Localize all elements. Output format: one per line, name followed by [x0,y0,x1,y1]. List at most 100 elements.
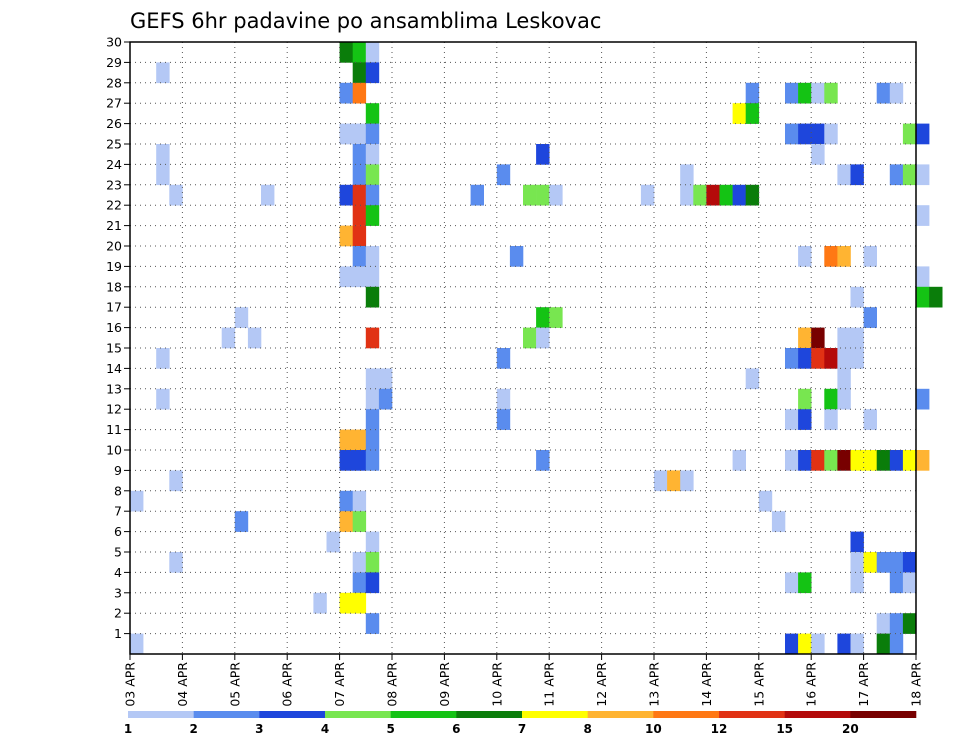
heatmap-cell [811,633,825,655]
heatmap-cell [902,613,917,634]
y-tick-label: 25 [106,137,122,152]
heatmap-cell [745,368,760,390]
heatmap-cell [824,450,838,471]
legend-swatch [259,711,326,718]
heatmap-cell [352,42,367,63]
y-tick-label: 9 [114,463,122,478]
y-tick-label: 3 [114,585,122,600]
heatmap-cell [837,348,851,369]
legend-swatch [587,711,654,718]
y-tick-label: 1 [114,626,122,641]
legend-swatch [390,711,457,718]
heatmap-cell [496,388,511,410]
legend-swatch [456,711,523,718]
heatmap-cell [824,82,838,104]
heatmap-cell [523,327,537,349]
heatmap-cell [234,511,249,532]
heatmap-cell [339,184,353,206]
heatmap-cell [863,450,877,471]
y-tick-label: 7 [114,504,122,519]
x-tick-label: 14 APR [699,662,714,707]
legend-label: 3 [255,722,263,736]
heatmap-cell [798,633,812,655]
heatmap-cell [850,531,864,553]
heatmap-cell [889,572,904,594]
heatmap-cell [365,388,380,410]
heatmap-cell [496,348,511,369]
legend-label: 12 [711,722,728,736]
heatmap-cell [352,62,367,84]
y-tick-label: 15 [106,341,122,356]
legend-swatch [653,711,720,718]
y-tick-label: 6 [114,524,122,539]
heatmap-cell [798,572,812,594]
x-axis-ticks: 03 APR 04 APR 05 APR 06 APR 07 APR 08 APR 09 A… [123,654,924,707]
legend-label: 20 [842,722,859,736]
x-tick-label: 04 APR [175,662,190,707]
y-tick-label: 16 [106,320,122,335]
legend-swatch [719,711,785,718]
heatmap-cell [523,184,537,206]
heatmap-cell [785,82,799,104]
heatmap-cell [798,246,812,267]
y-tick-label: 24 [106,157,122,172]
heatmap-cell [365,368,380,390]
heatmap-cell [916,205,930,226]
heatmap-cell [365,572,380,594]
heatmap-cell [680,164,694,186]
heatmap-cell [536,327,550,349]
y-tick-label: 19 [106,259,122,274]
heatmap-cell [339,225,353,247]
heatmap-cell [352,123,367,145]
heatmap-cell [824,388,838,410]
heatmap-cell [339,490,353,512]
x-tick-label: 06 APR [280,662,295,707]
heatmap-cell [785,123,799,145]
heatmap-cell [850,572,864,594]
heatmap-cell [313,592,327,614]
heatmap-cell [378,368,393,390]
heatmap-cell [339,511,353,532]
heatmap-cell [824,409,838,430]
heatmap-cell [536,307,550,328]
heatmap-cell [902,450,917,471]
legend-label: 6 [452,722,460,736]
legend-label: 4 [321,722,329,736]
heatmap-cell [876,82,891,104]
heatmap-cell [798,348,812,369]
heatmap-cell [916,388,930,410]
heatmap-cell [785,348,799,369]
heatmap-cell [667,470,681,492]
heatmap-cell [496,409,511,430]
heatmap-cell [339,429,353,451]
y-tick-label: 22 [106,198,122,213]
heatmap-cell [470,184,484,206]
y-tick-label: 17 [106,300,122,315]
heatmap-cell [850,633,864,655]
heatmap-cell [798,450,812,471]
heatmap-cell [365,103,380,124]
y-tick-label: 23 [106,177,122,192]
heatmap-cell [339,592,353,614]
heatmap-cell [785,409,799,430]
grid-lines [130,42,916,654]
heatmap-cell [837,368,851,390]
heatmap-cell [811,327,825,349]
y-tick-label: 14 [106,361,122,376]
heatmap-cell [798,409,812,430]
y-tick-label: 5 [114,545,122,560]
heatmap-cell [365,205,380,226]
heatmap-cell [509,246,524,267]
heatmap-cell [365,266,380,288]
heatmap-cells [130,42,943,655]
heatmap-cell [706,184,720,206]
heatmap-cell [916,286,930,308]
x-tick-label: 07 APR [332,662,347,707]
x-tick-label: 12 APR [594,662,609,707]
heatmap-cell [785,572,799,594]
heatmap-cell [352,572,367,594]
heatmap-cell [902,572,917,594]
heatmap-cell [785,450,799,471]
y-tick-label: 8 [114,483,122,498]
heatmap-cell [365,246,380,267]
